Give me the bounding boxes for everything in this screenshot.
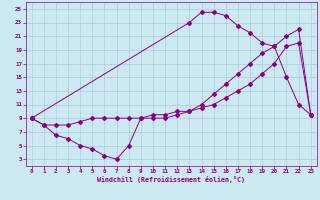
X-axis label: Windchill (Refroidissement éolien,°C): Windchill (Refroidissement éolien,°C)	[97, 176, 245, 183]
